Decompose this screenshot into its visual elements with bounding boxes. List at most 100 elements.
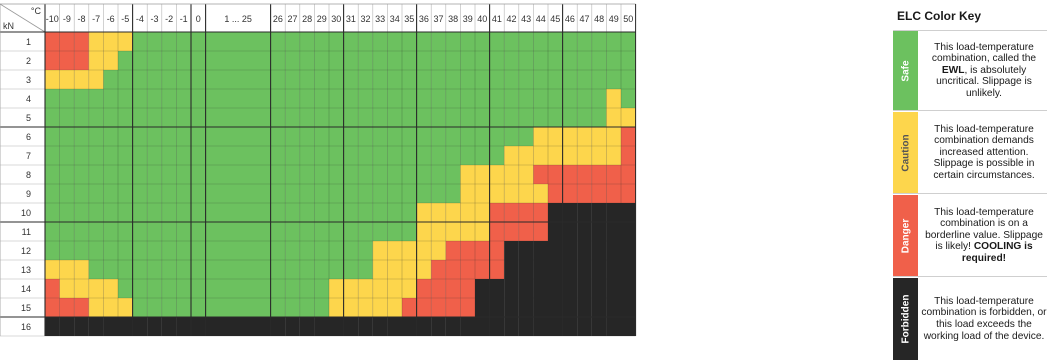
cell	[205, 108, 271, 127]
cell	[132, 108, 148, 127]
cell	[74, 70, 89, 89]
cell	[562, 32, 578, 51]
cell	[518, 184, 534, 203]
cell	[270, 260, 286, 279]
cell	[621, 260, 636, 279]
cell	[358, 203, 373, 222]
cell	[445, 298, 461, 317]
cell	[285, 241, 300, 260]
cell	[431, 298, 446, 317]
cell	[205, 51, 271, 70]
cell	[299, 51, 315, 70]
cell	[460, 32, 475, 51]
cell	[205, 260, 271, 279]
cell	[147, 146, 162, 165]
cell	[176, 317, 191, 336]
cell	[372, 165, 388, 184]
x-tick-label: 43	[521, 14, 531, 24]
cell	[475, 146, 490, 165]
cell	[621, 279, 636, 298]
cell	[343, 165, 359, 184]
cell	[59, 222, 75, 241]
cell	[191, 32, 206, 51]
cell	[132, 241, 148, 260]
cell	[489, 317, 505, 336]
cell	[416, 203, 432, 222]
cell	[402, 298, 417, 317]
x-tick-label: 26	[273, 14, 283, 24]
cell	[387, 70, 402, 89]
cell	[562, 298, 578, 317]
x-tick-label: 1 ... 25	[224, 14, 252, 24]
cell	[416, 317, 432, 336]
cell	[431, 203, 446, 222]
x-tick-label: 0	[196, 14, 201, 24]
cell	[88, 51, 104, 70]
key-label-danger: Danger	[900, 218, 911, 253]
cell	[270, 298, 286, 317]
cell	[372, 317, 388, 336]
cell	[402, 165, 417, 184]
cell	[176, 222, 191, 241]
cell	[329, 203, 344, 222]
cell	[299, 298, 315, 317]
cell	[59, 127, 75, 146]
cell	[504, 108, 519, 127]
cell	[562, 89, 578, 108]
cell	[518, 203, 534, 222]
x-tick-label: 36	[419, 14, 429, 24]
cell	[445, 89, 461, 108]
cell	[518, 127, 534, 146]
cell	[577, 298, 592, 317]
cell	[402, 89, 417, 108]
cell	[132, 203, 148, 222]
cell	[74, 32, 89, 51]
cell	[299, 165, 315, 184]
cell	[577, 146, 592, 165]
cell	[59, 203, 75, 222]
cell	[176, 298, 191, 317]
elc-heatmap: °C kN -10 -9 -8 -7 -6 -5 -4 -3 -2 -1 0 1 ... 25 26 27 28…	[0, 3, 637, 337]
cell	[358, 317, 373, 336]
cell	[74, 89, 89, 108]
cell	[103, 298, 118, 317]
key-row-danger: Danger This load-temperature combination…	[893, 195, 1047, 277]
x-tick-label: -5	[121, 14, 129, 24]
cell	[533, 279, 548, 298]
cell	[103, 317, 118, 336]
cell	[431, 260, 446, 279]
cell	[118, 260, 133, 279]
cell	[416, 165, 432, 184]
cell	[329, 222, 344, 241]
cell	[548, 241, 563, 260]
cell	[191, 241, 206, 260]
key-text-safe: This load-temperature combination, calle…	[931, 41, 1037, 99]
cell	[591, 32, 607, 51]
cell	[329, 298, 344, 317]
cell	[270, 241, 286, 260]
cell	[329, 260, 344, 279]
cell	[504, 260, 519, 279]
cell	[205, 89, 271, 108]
y-tick-label: 3	[26, 75, 31, 85]
cell	[606, 165, 621, 184]
cell	[343, 203, 359, 222]
cell	[372, 51, 388, 70]
cell	[132, 317, 148, 336]
cell	[372, 32, 388, 51]
cell	[445, 260, 461, 279]
cell	[59, 70, 75, 89]
cell	[299, 89, 315, 108]
cell	[533, 241, 548, 260]
y-tick-label: 7	[26, 151, 31, 161]
cell	[329, 279, 344, 298]
cell	[88, 32, 104, 51]
cell	[475, 32, 490, 51]
cell	[606, 241, 621, 260]
cell	[314, 317, 329, 336]
cell	[161, 222, 177, 241]
cell	[285, 279, 300, 298]
cell	[372, 89, 388, 108]
cell	[489, 127, 505, 146]
cell	[45, 222, 60, 241]
